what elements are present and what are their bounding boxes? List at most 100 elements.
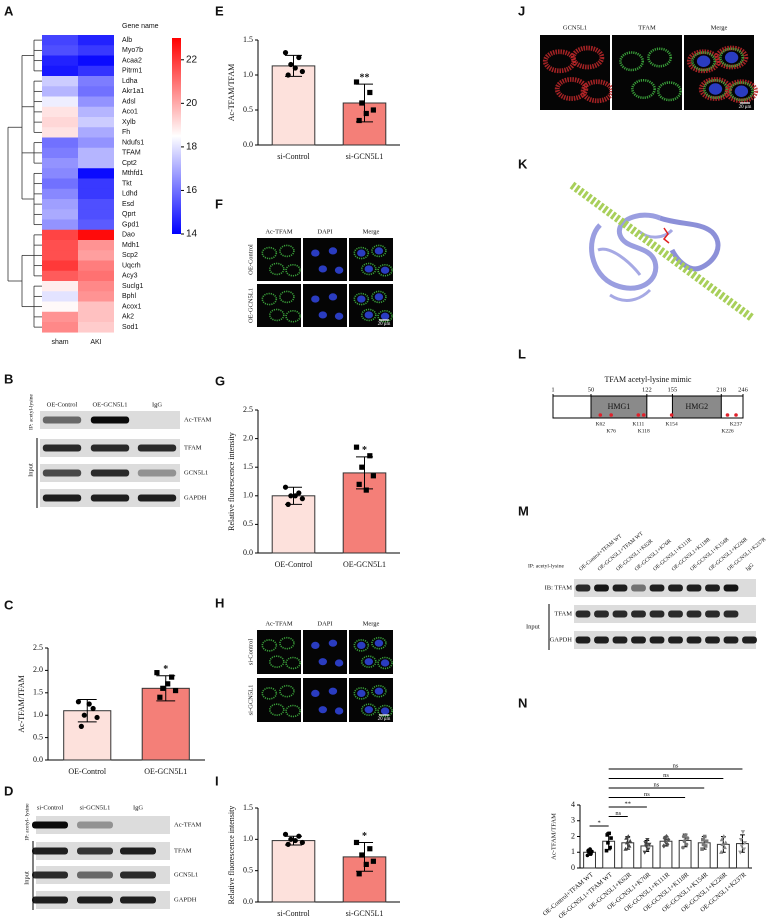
x-tick-label: OE-Control bbox=[68, 767, 107, 776]
blot-band bbox=[137, 469, 177, 477]
data-point bbox=[605, 833, 610, 837]
data-point bbox=[367, 89, 373, 96]
signal bbox=[268, 655, 285, 668]
data-point bbox=[78, 723, 84, 730]
data-point bbox=[282, 831, 289, 837]
ribbon bbox=[659, 215, 721, 272]
nucleus bbox=[318, 311, 327, 319]
heatmap-cell bbox=[42, 270, 78, 282]
heatmap-cell bbox=[78, 86, 114, 97]
signal bbox=[580, 79, 615, 104]
data-point bbox=[288, 836, 294, 842]
signal bbox=[371, 244, 387, 258]
blot-band bbox=[668, 584, 683, 592]
data-point bbox=[606, 841, 610, 845]
nucleus bbox=[364, 706, 373, 714]
x-tick-label: OE-GCN5L1 bbox=[144, 767, 187, 776]
y-tick-label: 0.0 bbox=[243, 548, 253, 557]
comparison-label: ns bbox=[663, 772, 669, 779]
signal bbox=[285, 704, 301, 718]
heatmap-cell bbox=[42, 147, 78, 159]
data-point bbox=[367, 453, 373, 459]
heatmap-cell bbox=[78, 35, 114, 46]
nucleus bbox=[708, 83, 723, 95]
colorbar-tick-label: 18 bbox=[186, 142, 198, 153]
blot-band bbox=[42, 416, 82, 424]
data-point bbox=[363, 861, 369, 867]
nucleus bbox=[364, 658, 373, 666]
lysine-site bbox=[636, 413, 641, 417]
heatmap-cell bbox=[78, 229, 114, 241]
gene-label: Suclg1 bbox=[122, 283, 144, 290]
ip-label: IP: acetyl-lysine bbox=[528, 563, 564, 569]
heatmap-cell bbox=[42, 158, 78, 169]
nucleus bbox=[334, 266, 344, 274]
gene-label: Ldha bbox=[122, 78, 138, 85]
data-point bbox=[604, 848, 609, 853]
data-point bbox=[742, 841, 747, 846]
data-point bbox=[642, 850, 647, 855]
y-tick-label: 1 bbox=[571, 847, 575, 856]
signal bbox=[360, 655, 377, 668]
nucleus bbox=[374, 639, 384, 647]
lane-label: IgG bbox=[152, 401, 162, 408]
nucleus bbox=[696, 55, 711, 67]
helix bbox=[569, 181, 755, 322]
column-label: sham bbox=[51, 339, 68, 346]
data-point bbox=[288, 61, 294, 68]
data-point bbox=[588, 847, 592, 851]
row-label: OE-Control bbox=[247, 244, 254, 275]
bar bbox=[271, 65, 316, 146]
site-label: K111 bbox=[632, 421, 644, 427]
data-point bbox=[741, 847, 747, 852]
blot-band bbox=[90, 416, 130, 424]
panel-label: F bbox=[215, 196, 223, 211]
colorbar-tick-label: 16 bbox=[186, 185, 198, 196]
nucleus bbox=[380, 266, 390, 274]
bar bbox=[271, 840, 316, 903]
data-point bbox=[296, 833, 302, 839]
data-point bbox=[356, 871, 362, 877]
column-label: TFAM bbox=[638, 24, 656, 31]
heatmap-cell bbox=[78, 311, 114, 323]
blot-band bbox=[575, 610, 591, 618]
gene-label: Aco1 bbox=[122, 109, 138, 116]
blot-band bbox=[723, 610, 739, 618]
nucleus bbox=[328, 687, 338, 695]
lane-label: OE-GCN5L1 bbox=[92, 401, 127, 408]
nucleus bbox=[318, 658, 327, 666]
blot-band bbox=[649, 584, 665, 592]
blot-band bbox=[77, 871, 113, 879]
scale-bar-label: 20 μm bbox=[378, 717, 391, 722]
panel-label: G bbox=[215, 373, 225, 388]
data-point bbox=[353, 79, 360, 85]
blot-band bbox=[120, 871, 156, 879]
gene-label: Acaa2 bbox=[122, 57, 142, 64]
lane-label: IgG bbox=[133, 804, 143, 811]
data-point bbox=[685, 836, 690, 840]
blot-strip bbox=[574, 579, 756, 597]
nucleus bbox=[357, 249, 366, 257]
domain bbox=[671, 395, 722, 419]
column-label: GCN5L1 bbox=[563, 24, 587, 31]
panel-label: A bbox=[4, 3, 14, 18]
data-point bbox=[682, 839, 687, 844]
data-point bbox=[609, 836, 613, 840]
heatmap-cell bbox=[78, 45, 114, 56]
data-point bbox=[720, 842, 725, 846]
lysine-site bbox=[669, 413, 674, 417]
blot-band bbox=[705, 636, 720, 644]
heatmap-cell bbox=[42, 86, 78, 97]
column-label: Ac-TFAM bbox=[265, 228, 293, 235]
gene-label: Acy3 bbox=[122, 273, 138, 280]
gene-label: Mdh1 bbox=[122, 242, 140, 249]
heatmap-cell bbox=[78, 127, 114, 138]
data-point bbox=[644, 844, 649, 849]
blot-band bbox=[575, 584, 591, 592]
blot-band bbox=[77, 896, 113, 904]
blot-strip bbox=[36, 816, 170, 834]
signal bbox=[285, 263, 301, 277]
data-point bbox=[684, 842, 689, 847]
heatmap-cell bbox=[78, 301, 114, 313]
input-label: Input bbox=[526, 623, 540, 630]
